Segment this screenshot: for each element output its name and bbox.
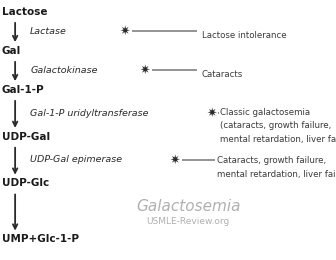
Text: Gal: Gal [2,46,21,56]
Text: Galactosemia: Galactosemia [136,199,241,214]
Text: ✷: ✷ [139,64,150,77]
Text: UMP+Glc-1-P: UMP+Glc-1-P [2,234,79,244]
Text: Lactose intolerance: Lactose intolerance [202,31,286,40]
Text: Gal-1-P: Gal-1-P [2,85,44,95]
Text: Lactose: Lactose [2,7,47,17]
Text: mental retardation, liver failure: mental retardation, liver failure [217,170,336,179]
Text: Cataracts: Cataracts [202,70,243,79]
Text: Cataracts, growth failure,: Cataracts, growth failure, [217,156,326,165]
Text: Galactokinase: Galactokinase [30,66,98,75]
Text: Classic galactosemia: Classic galactosemia [220,108,310,117]
Text: ✷: ✷ [206,107,217,120]
Text: (cataracts, growth failure,: (cataracts, growth failure, [220,121,331,131]
Text: Lactase: Lactase [30,27,67,36]
Text: ✷: ✷ [169,153,180,166]
Text: Gal-1-P uridyltransferase: Gal-1-P uridyltransferase [30,109,149,118]
Text: ✷: ✷ [119,25,130,38]
Text: USMLE-Review.org: USMLE-Review.org [146,217,230,225]
Text: UDP-Gal: UDP-Gal [2,132,50,141]
Text: UDP-Gal epimerase: UDP-Gal epimerase [30,155,122,164]
Text: UDP-Glc: UDP-Glc [2,178,49,188]
Text: mental retardation, liver failure): mental retardation, liver failure) [220,135,336,144]
